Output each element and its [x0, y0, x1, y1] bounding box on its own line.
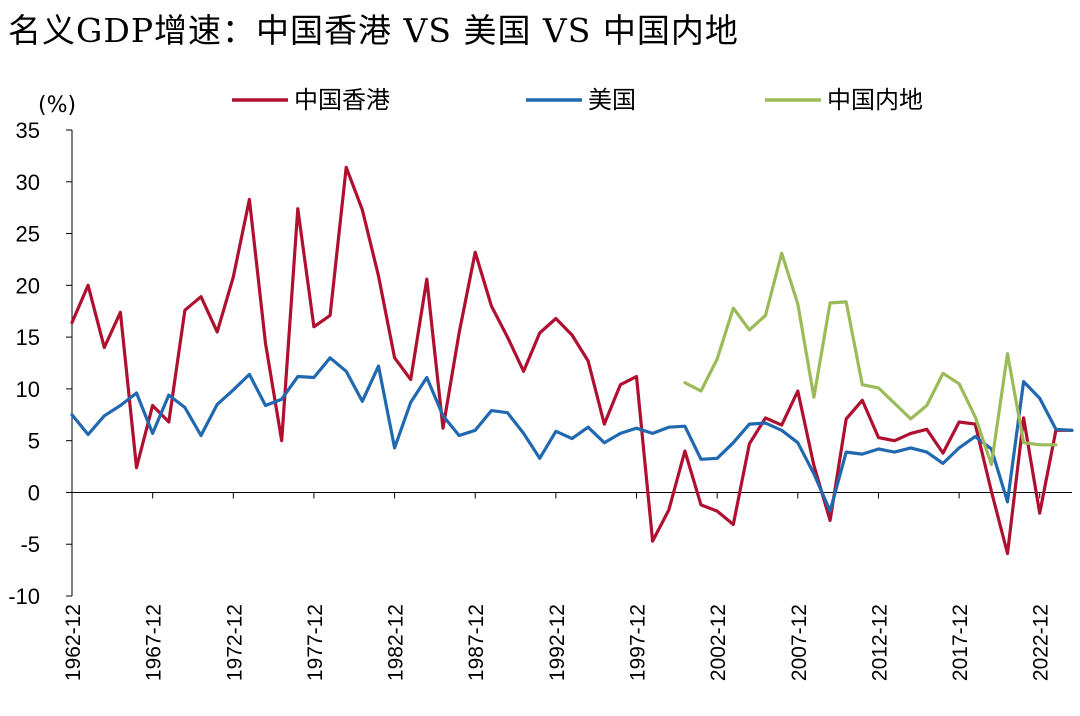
y-tick-label: 20	[16, 273, 40, 298]
y-tick-label: 30	[16, 170, 40, 195]
x-tick-label: 1967-12	[143, 604, 166, 681]
y-unit-label: (%)	[38, 93, 76, 118]
x-tick-label: 1972-12	[223, 604, 246, 681]
x-tick-label: 2017-12	[949, 604, 972, 681]
x-tick-label: 2007-12	[788, 604, 811, 681]
x-tick-label: 2002-12	[707, 604, 730, 681]
x-tick-label: 1977-12	[304, 604, 327, 681]
x-tick-label: 1987-12	[465, 604, 488, 681]
y-tick-label: 10	[16, 377, 40, 402]
legend-label-0: 中国香港	[294, 86, 390, 114]
y-tick-label: -5	[20, 532, 40, 557]
x-tick-label: 1992-12	[546, 604, 569, 681]
x-tick-label: 2022-12	[1030, 604, 1053, 681]
x-tick-label: 1982-12	[385, 604, 408, 681]
y-tick-label: -10	[8, 584, 40, 609]
legend-label-2: 中国内地	[827, 86, 923, 114]
series-line-0	[70, 165, 1074, 556]
y-tick-label: 15	[16, 325, 40, 350]
x-tick-label: 1962-12	[62, 604, 85, 681]
legend: 中国香港 美国 中国内地	[232, 86, 923, 114]
y-tick-label: 35	[16, 118, 40, 143]
x-tick-label: 2012-12	[868, 604, 891, 681]
series-line-2	[683, 251, 1058, 467]
y-tick-label: 0	[28, 480, 40, 505]
legend-label-1: 美国	[588, 86, 636, 114]
series-lines	[70, 165, 1074, 556]
series-line-1	[70, 356, 1074, 513]
chart-title: 名义GDP增速：中国香港 VS 美国 VS 中国内地	[8, 11, 739, 50]
axes: 35 30 25 20 15 10 5 0 -5 -10 1962-12 1967-12 1972-12…	[8, 93, 1072, 681]
y-tick-label: 25	[16, 222, 40, 247]
x-tick-label: 1997-12	[627, 604, 650, 681]
y-tick-label: 5	[28, 429, 40, 454]
